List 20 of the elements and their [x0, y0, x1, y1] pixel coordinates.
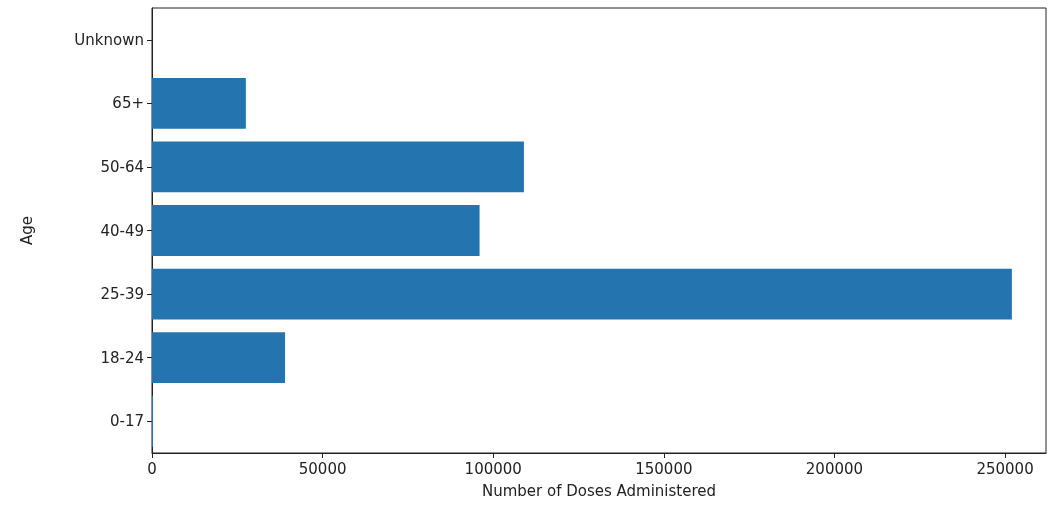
bar [152, 77, 246, 129]
y-tick-label: 65+ [112, 94, 144, 113]
x-tick-label: 250000 [976, 459, 1034, 478]
bar [152, 205, 480, 256]
x-tick-label: 0 [147, 459, 157, 478]
x-tick-label: 200000 [805, 459, 864, 478]
y-tick-label: 18-24 [100, 348, 144, 367]
x-tick-label: 150000 [635, 459, 693, 478]
bar [152, 141, 524, 193]
x-tick-label: 100000 [464, 459, 522, 478]
bar [152, 332, 286, 384]
x-tick-label: 50000 [298, 459, 347, 478]
bar [152, 268, 1012, 320]
y-tick-label: 40-49 [100, 221, 144, 240]
y-tick-label: Unknown [74, 30, 144, 49]
y-tick-label: 50-64 [100, 157, 144, 176]
y-axis-title: Age [17, 215, 36, 246]
y-tick-label: 25-39 [100, 285, 144, 304]
x-axis-title: Number of Doses Administered [481, 481, 717, 500]
y-tick-label: 0-17 [109, 412, 144, 431]
